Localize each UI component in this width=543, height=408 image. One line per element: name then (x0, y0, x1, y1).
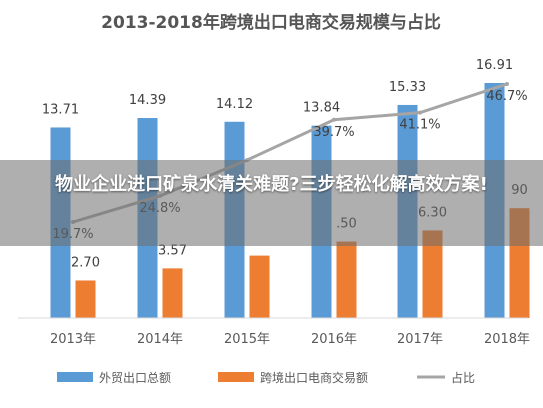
bar-ecommerce-0 (75, 280, 96, 318)
label-export-total-2: 14.12 (216, 97, 253, 112)
ratio-point-3 (332, 117, 336, 122)
label-ratio-3: 39.7% (313, 125, 354, 140)
x-tick-label-4: 2017年 (397, 332, 443, 347)
label-export-total-5: 16.91 (476, 58, 513, 73)
label-ratio-4: 41.1% (399, 118, 440, 133)
overlay-banner (0, 160, 543, 246)
bar-ecommerce-2 (249, 255, 270, 318)
label-ecommerce-0: 2.70 (71, 255, 100, 270)
legend-swatch-1 (218, 372, 254, 382)
label-export-total-0: 13.71 (42, 102, 79, 117)
x-axis-ticks: 2013年 2014年 2015年 2016年 2017年 2018年 (50, 332, 530, 347)
x-tick-label-5: 2018年 (484, 332, 530, 347)
x-tick-label-0: 2013年 (50, 332, 96, 347)
legend-label-0: 外贸出口总额 (99, 371, 171, 385)
x-tick-label-3: 2016年 (311, 332, 357, 347)
label-export-total-1: 14.39 (129, 93, 166, 108)
label-ecommerce-1: 3.57 (158, 243, 187, 258)
overlay-headline: 物业企业进口矿泉水清关难题?三步轻松化解高效方案! (55, 174, 488, 195)
legend: 外贸出口总额 跨境出口电商交易额 占比 (57, 370, 475, 385)
x-tick-label-1: 2014年 (137, 332, 183, 347)
legend-label-1: 跨境出口电商交易额 (260, 370, 368, 385)
label-ratio-5: 46.7% (486, 89, 527, 104)
label-export-total-4: 15.33 (389, 80, 426, 95)
legend-swatch-0 (57, 372, 93, 382)
bar-ecommerce-3 (336, 241, 357, 318)
bar-ecommerce-4 (422, 230, 443, 318)
ratio-point-4 (418, 110, 422, 115)
ratio-point-5 (505, 82, 509, 86)
legend-label-2: 占比 (451, 370, 475, 385)
label-export-total-3: 13.84 (303, 101, 340, 116)
bar-ecommerce-1 (162, 268, 183, 318)
x-tick-label-2: 2015年 (224, 332, 270, 347)
chart-title: 2013-2018年跨境出口电商交易规模与占比 (101, 12, 441, 33)
